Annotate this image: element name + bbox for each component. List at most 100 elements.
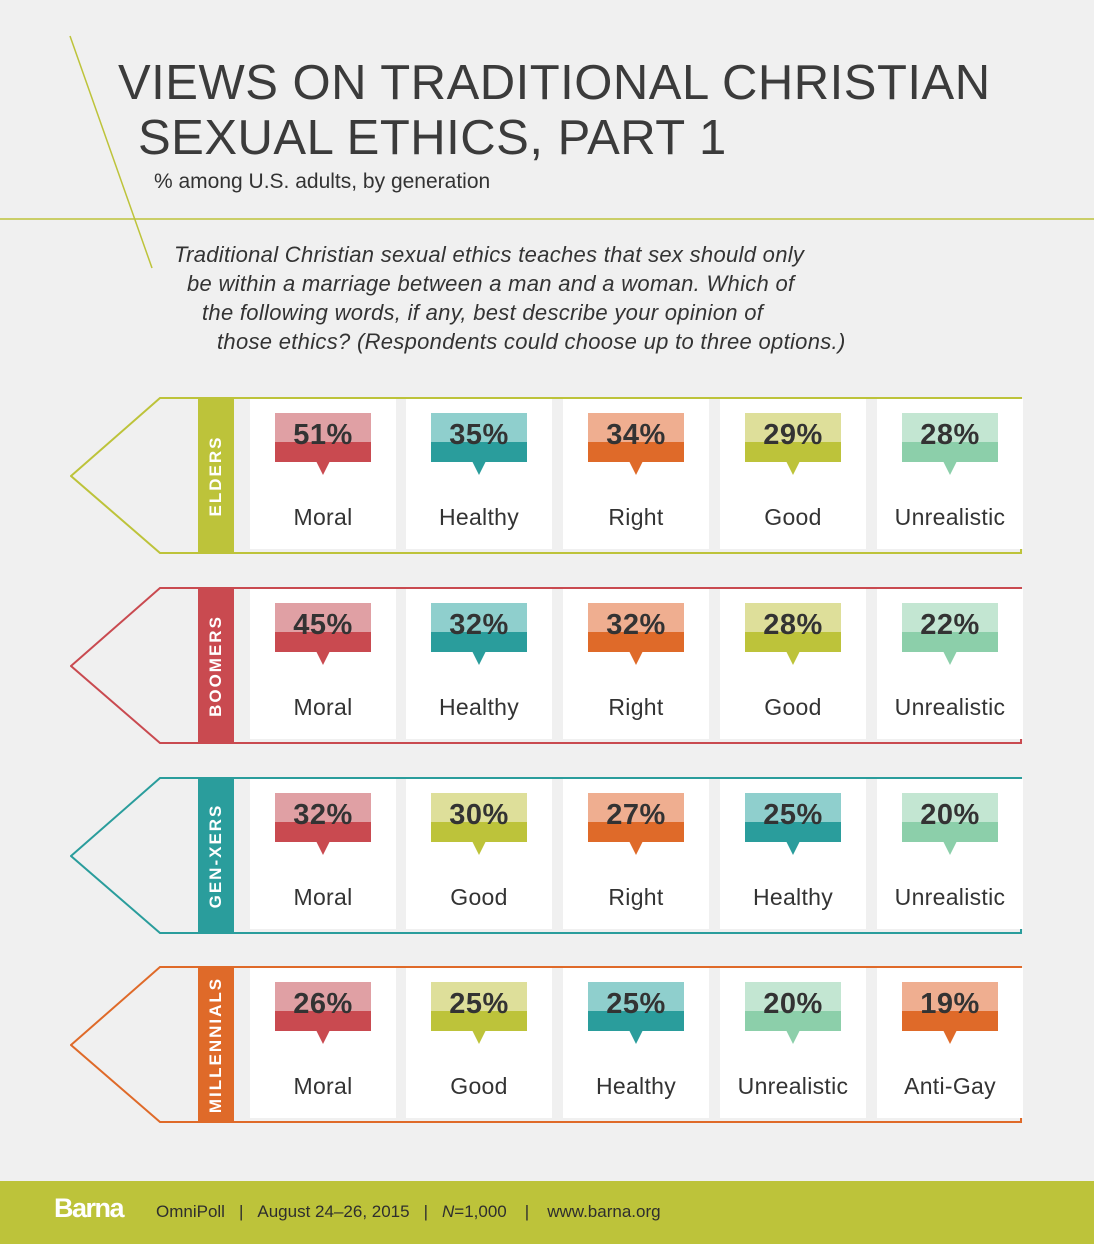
result-card: 20% Unrealistic [720,968,866,1118]
pin-marker-icon [431,413,527,475]
generation-name: ELDERS [206,435,225,517]
pin-marker-icon [902,982,998,1044]
generation-name: MILLENNIALS [206,976,225,1114]
website: www.barna.org [547,1202,661,1221]
separator: | [423,1202,428,1221]
opinion-word: Unrealistic [894,504,1006,530]
result-card: 20% Unrealistic [877,779,1023,929]
percent-value: 32% [293,799,353,831]
poll-name: OmniPoll [156,1202,225,1221]
pin-marker-icon [745,603,841,665]
opinion-word: Healthy [438,504,520,530]
percent-value: 26% [293,988,353,1020]
question-line: Traditional Christian sexual ethics teac… [174,242,805,267]
separator: | [238,1202,244,1221]
pin-marker-icon [275,982,371,1044]
percent-value: 27% [606,799,666,831]
opinion-word: Good [450,884,508,910]
opinion-word: Right [608,504,664,530]
poll-dates: August 24–26, 2015 [257,1202,410,1221]
result-card: 25% Healthy [720,779,866,929]
generation-group: BOOMERS 45% Moral 32% Healthy 32% Right 28% Good… [70,587,1023,745]
pin-marker-icon [275,793,371,855]
result-card: 19% Anti-Gay [877,968,1023,1118]
generation-group: MILLENNIALS 26% Moral 25% Good 25% Healthy 20% U… [70,966,1023,1124]
title-line-1: VIEWS ON TRADITIONAL CHRISTIAN [118,56,991,110]
pin-marker-icon [431,982,527,1044]
opinion-word: Healthy [438,694,520,720]
pin-marker-icon [588,982,684,1044]
generation-label: BOOMERS [198,589,234,743]
percent-value: 25% [449,988,509,1020]
opinion-word: Healthy [595,1073,677,1099]
barna-logo: Barna [54,1193,125,1223]
percent-value: 30% [449,799,509,831]
percent-value: 32% [606,609,666,641]
generation-name: GEN-XERS [206,803,225,909]
percent-value: 28% [920,419,980,451]
opinion-word: Unrealistic [894,694,1006,720]
percent-value: 51% [293,419,353,451]
percent-value: 20% [920,799,980,831]
percent-value: 22% [920,609,980,641]
sample-size-label: N [442,1202,455,1221]
result-card: 28% Good [720,589,866,739]
opinion-word: Right [608,694,664,720]
subtitle: % among U.S. adults, by generation [154,170,491,193]
opinion-word: Moral [293,504,353,530]
pin-marker-icon [431,793,527,855]
result-card: 32% Moral [250,779,396,929]
pin-marker-icon [588,603,684,665]
result-card: 26% Moral [250,968,396,1118]
pin-marker-icon [745,413,841,475]
percent-value: 20% [763,988,823,1020]
percent-value: 28% [763,609,823,641]
opinion-word: Good [764,504,822,530]
result-card: 25% Good [406,968,552,1118]
question-line: be within a marriage between a man and a… [187,271,795,296]
sample-size-value: =1,000 [454,1202,507,1221]
percent-value: 29% [763,419,823,451]
pin-marker-icon [588,793,684,855]
opinion-word: Anti-Gay [904,1073,996,1099]
opinion-word: Moral [293,884,353,910]
question-line: those ethics? (Respondents could choose … [217,329,846,354]
result-card: 28% Unrealistic [877,399,1023,549]
result-card: 45% Moral [250,589,396,739]
opinion-word: Moral [293,694,353,720]
result-card: 35% Healthy [406,399,552,549]
generation-group: GEN-XERS 32% Moral 30% Good 27% Right 25% Health… [70,777,1023,935]
generation-name: BOOMERS [206,615,225,717]
question-line: the following words, if any, best descri… [202,300,764,325]
result-card: 32% Right [563,589,709,739]
generation-group: ELDERS 51% Moral 35% Healthy 34% Right 29% Good 2… [70,397,1023,555]
pin-marker-icon [275,603,371,665]
opinion-word: Good [450,1073,508,1099]
result-card: 51% Moral [250,399,396,549]
opinion-word: Unrealistic [894,884,1006,910]
pin-marker-icon [275,413,371,475]
opinion-word: Good [764,694,822,720]
opinion-word: Unrealistic [737,1073,849,1099]
result-card: 27% Right [563,779,709,929]
pin-marker-icon [431,603,527,665]
separator: | [524,1202,530,1221]
pin-marker-icon [745,793,841,855]
pin-marker-icon [745,982,841,1044]
percent-value: 34% [606,419,666,451]
opinion-word: Moral [293,1073,353,1099]
source-line: OmniPoll | August 24–26, 2015 | N=1,000 | www.… [156,1202,661,1222]
percent-value: 19% [920,988,980,1020]
result-card: 30% Good [406,779,552,929]
generation-label: ELDERS [198,399,234,553]
generation-label: GEN-XERS [198,779,234,933]
title-line-2: SEXUAL ETHICS, PART 1 [138,111,727,165]
opinion-word: Healthy [752,884,834,910]
pin-marker-icon [902,793,998,855]
result-card: 25% Healthy [563,968,709,1118]
percent-value: 45% [293,609,353,641]
result-card: 29% Good [720,399,866,549]
pin-marker-icon [902,413,998,475]
percent-value: 25% [606,988,666,1020]
